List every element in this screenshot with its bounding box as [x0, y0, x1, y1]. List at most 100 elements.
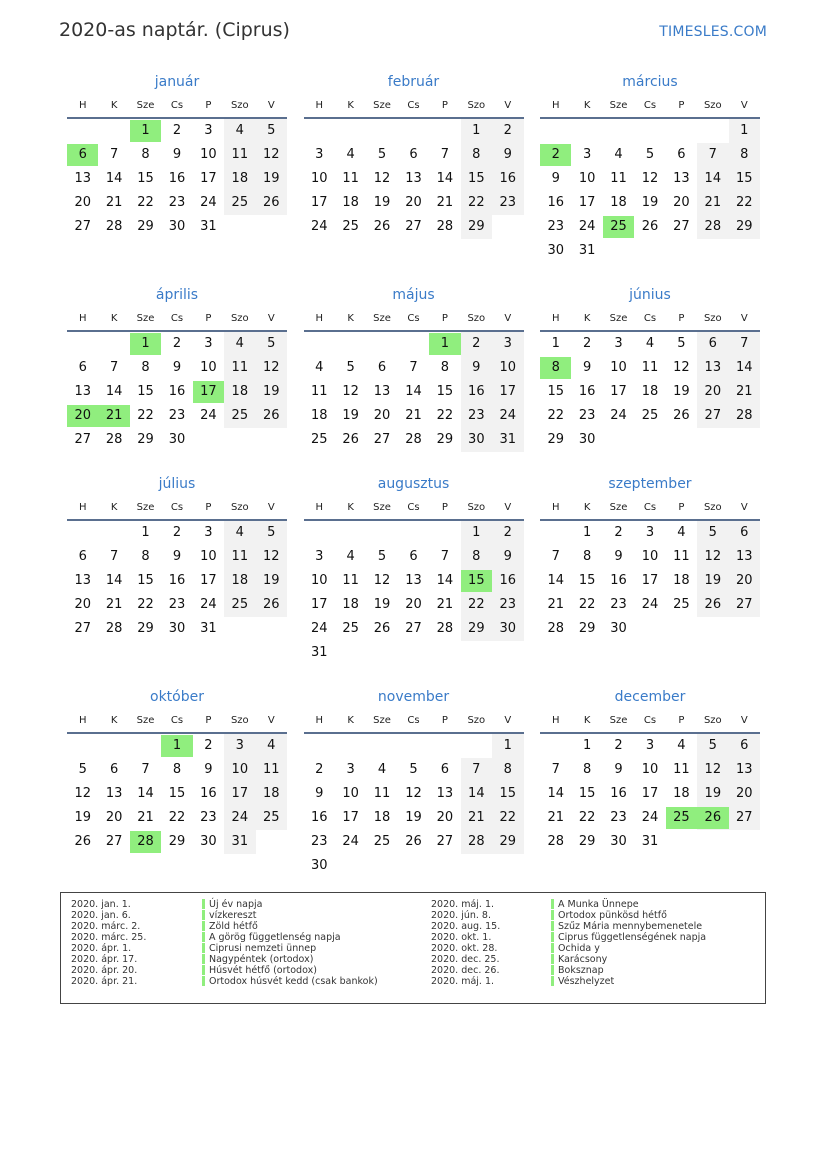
- empty-cell: [224, 617, 255, 641]
- day-number: 26: [373, 219, 391, 234]
- week-row: 15 16 17 18 19 20 21: [540, 380, 760, 404]
- day-number: 6: [409, 549, 418, 564]
- day-cell: 9: [460, 356, 493, 380]
- day-number: 31: [499, 432, 517, 447]
- day-cell: 19: [634, 191, 665, 215]
- brand-link[interactable]: TIMESLES.COM: [659, 24, 767, 40]
- day-cell: 14: [130, 782, 161, 806]
- day-cell: 5: [255, 331, 287, 356]
- day-cell: 29: [130, 215, 161, 239]
- day-cell: 2: [603, 733, 634, 758]
- day-cell: 26: [67, 830, 98, 854]
- holiday-day-cell: 8: [540, 356, 572, 380]
- day-cell: 9: [571, 356, 602, 380]
- day-cell: 19: [666, 380, 697, 404]
- day-cell: 18: [666, 569, 697, 593]
- empty-cell: [224, 215, 255, 239]
- holiday-date: 2020. ápr. 17.: [71, 954, 138, 965]
- day-number: 23: [610, 810, 627, 825]
- weekday-header: Cs: [634, 307, 666, 332]
- day-cell: 6: [67, 545, 98, 569]
- empty-cell: [366, 641, 397, 665]
- day-number: 29: [137, 219, 154, 234]
- day-cell: 17: [571, 191, 602, 215]
- day-number: 22: [547, 408, 564, 423]
- holiday-day-cell: 1: [161, 733, 193, 758]
- empty-cell: [729, 239, 760, 263]
- week-row: 6 7 8 9 10 11 12: [67, 143, 287, 167]
- day-cell: 25: [304, 428, 335, 452]
- day-cell: 4: [666, 520, 697, 545]
- empty-cell: [666, 239, 697, 263]
- weekday-header: H: [303, 496, 335, 521]
- day-number: 11: [610, 171, 627, 186]
- day-cell: 16: [193, 782, 224, 806]
- day-cell: 16: [161, 380, 192, 404]
- weekday-header: H: [303, 94, 335, 119]
- day-number: 23: [200, 810, 217, 825]
- day-cell: 5: [398, 758, 429, 782]
- day-number: 10: [231, 762, 249, 777]
- day-number: 9: [503, 147, 512, 162]
- month-calendar: február H K Sze Cs P Szo V 1 2 3 4 5 6 7 8 9 10 11 12 13 14 15…: [303, 70, 524, 239]
- day-number: 25: [231, 408, 249, 423]
- day-cell: 12: [366, 167, 397, 191]
- day-number: 25: [641, 408, 659, 423]
- holiday-legend: 2020. jan. 1. Új év napja 2020. jan. 6. víz…: [60, 892, 766, 1004]
- day-number: 17: [231, 786, 249, 801]
- day-cell: 23: [603, 593, 634, 617]
- day-number: 29: [578, 621, 596, 636]
- day-number: 3: [346, 762, 355, 777]
- empty-cell: [461, 733, 492, 758]
- day-number: 19: [262, 384, 280, 399]
- day-cell: 16: [161, 569, 192, 593]
- weekday-header: Cs: [397, 709, 430, 734]
- day-cell: 10: [193, 356, 224, 380]
- day-cell: 26: [398, 830, 429, 854]
- day-number: 18: [342, 195, 359, 210]
- day-number: 2: [315, 762, 324, 777]
- day-cell: 24: [193, 593, 224, 617]
- day-cell: 24: [224, 806, 256, 830]
- day-cell: 28: [429, 215, 460, 239]
- day-number: 23: [610, 597, 627, 612]
- day-number: 4: [235, 525, 244, 540]
- holiday-marker: [551, 954, 554, 964]
- day-cell: 30: [603, 830, 634, 854]
- day-number: 18: [641, 384, 659, 399]
- day-cell: 30: [603, 617, 634, 641]
- day-number: 16: [168, 573, 186, 588]
- day-number: 26: [262, 597, 280, 612]
- day-cell: 13: [67, 380, 98, 404]
- day-cell: 1: [571, 733, 602, 758]
- day-number: 9: [503, 549, 512, 564]
- day-cell: 13: [98, 782, 129, 806]
- day-number: 30: [168, 432, 186, 447]
- day-number: 1: [161, 735, 193, 757]
- day-number: 19: [704, 786, 722, 801]
- day-cell: 20: [697, 380, 729, 404]
- day-number: 30: [168, 621, 186, 636]
- empty-cell: [666, 617, 697, 641]
- day-number: 27: [673, 219, 690, 234]
- day-number: 21: [436, 195, 454, 210]
- day-number: 26: [342, 432, 359, 447]
- empty-cell: [492, 641, 523, 665]
- day-number: 21: [105, 597, 123, 612]
- day-number: 16: [499, 171, 517, 186]
- day-number: 18: [231, 573, 249, 588]
- holiday-day-cell: 15: [460, 569, 493, 593]
- empty-cell: [492, 854, 523, 878]
- week-row: 10 11 12 13 14 15 16: [304, 167, 524, 191]
- holiday-day-cell: 28: [129, 830, 162, 854]
- day-number: 16: [499, 573, 517, 588]
- day-number: 24: [310, 219, 328, 234]
- day-cell: 3: [492, 331, 524, 356]
- empty-cell: [256, 617, 287, 641]
- empty-cell: [540, 520, 571, 545]
- day-cell: 18: [634, 380, 665, 404]
- month-name: szeptember: [608, 476, 692, 492]
- day-number: 11: [342, 573, 359, 588]
- day-number: 12: [342, 384, 359, 399]
